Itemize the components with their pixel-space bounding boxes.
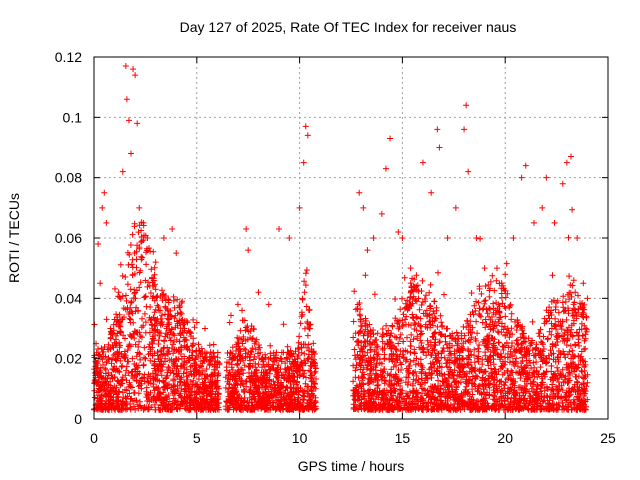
data-point <box>543 174 550 181</box>
data-point <box>539 204 546 211</box>
data-point <box>302 123 309 130</box>
data-point <box>382 165 389 172</box>
data-point <box>580 280 587 287</box>
data-point <box>387 135 394 142</box>
data-point <box>276 225 283 232</box>
data-point <box>97 280 104 287</box>
data-point <box>173 250 180 257</box>
data-point <box>245 247 252 254</box>
data-point <box>181 325 188 332</box>
data-point <box>140 219 147 226</box>
data-point <box>510 235 517 241</box>
y-tick-label: 0.1 <box>63 109 83 125</box>
data-point <box>144 235 151 241</box>
data-point <box>210 349 217 356</box>
data-point <box>132 72 139 79</box>
data-point <box>286 235 293 241</box>
data-point <box>255 289 262 296</box>
data-point <box>304 132 311 139</box>
data-point <box>364 247 371 254</box>
data-point <box>123 96 130 103</box>
data-point <box>296 204 303 211</box>
data-point <box>103 219 110 226</box>
data-point <box>551 219 558 226</box>
data-point <box>356 189 363 196</box>
data-point <box>306 325 313 332</box>
x-tick-labels: 0 5 10 15 20 25 <box>90 430 616 446</box>
data-point <box>518 174 525 181</box>
data-point <box>243 225 250 232</box>
data-point <box>99 204 106 211</box>
data-point <box>234 301 241 308</box>
data-point <box>226 319 233 326</box>
data-point <box>265 301 272 308</box>
axis-ticks <box>93 56 609 420</box>
data-point <box>463 102 470 109</box>
x-tick-label: 5 <box>193 430 201 446</box>
data-point <box>493 265 500 272</box>
y-tick-label: 0.02 <box>55 351 82 367</box>
data-point <box>169 225 176 232</box>
data-point <box>125 117 132 124</box>
y-tick-label: 0.04 <box>55 290 82 306</box>
data-point <box>239 307 246 314</box>
data-point <box>407 265 414 272</box>
y-tick-label: 0.08 <box>55 170 82 186</box>
data-point <box>567 153 574 160</box>
data-point <box>428 189 435 196</box>
data-point <box>95 241 102 248</box>
data-point <box>434 126 441 133</box>
data-point <box>481 265 488 272</box>
chart-title: Day 127 of 2025, Rate Of TEC Index for r… <box>180 19 517 35</box>
data-point <box>419 159 426 166</box>
data-point <box>502 271 509 278</box>
data-point <box>530 219 537 226</box>
data-points <box>91 63 591 413</box>
data-point <box>101 189 108 196</box>
x-tick-label: 25 <box>600 430 616 446</box>
data-point <box>399 235 406 241</box>
data-point <box>300 159 307 166</box>
x-tick-label: 20 <box>497 430 513 446</box>
data-point <box>563 159 570 166</box>
y-tick-label: 0.06 <box>55 230 82 246</box>
data-point <box>119 168 126 175</box>
data-point <box>128 150 135 157</box>
x-tick-label: 15 <box>395 430 411 446</box>
y-tick-label: 0 <box>74 411 82 427</box>
data-point <box>122 63 129 70</box>
data-point <box>559 180 566 187</box>
data-point <box>136 204 143 211</box>
x-tick-label: 10 <box>292 430 308 446</box>
data-point <box>461 126 468 133</box>
data-point <box>370 235 377 241</box>
data-point <box>444 235 451 241</box>
data-point <box>378 210 385 217</box>
data-point <box>134 120 141 127</box>
data-point <box>193 319 200 326</box>
data-point <box>202 325 209 332</box>
data-point <box>115 289 122 296</box>
data-point <box>574 235 581 241</box>
y-tick-label: 0.12 <box>55 49 82 65</box>
data-point <box>160 235 167 241</box>
data-point <box>360 204 367 211</box>
data-point <box>111 316 118 323</box>
x-axis-label: GPS time / hours <box>298 458 405 474</box>
x-tick-label: 0 <box>90 430 98 446</box>
y-tick-labels: 0 0.02 0.04 0.06 0.08 0.1 0.12 <box>55 49 82 427</box>
data-point <box>107 325 114 332</box>
data-point <box>130 66 137 73</box>
data-point <box>465 168 472 175</box>
data-point <box>395 228 402 235</box>
data-point <box>152 259 159 266</box>
data-point <box>473 235 480 241</box>
data-point <box>584 295 591 302</box>
y-axis-label: ROTI / TECUs <box>6 193 22 283</box>
data-point <box>436 144 443 151</box>
data-point <box>452 204 459 211</box>
data-point <box>522 162 529 169</box>
